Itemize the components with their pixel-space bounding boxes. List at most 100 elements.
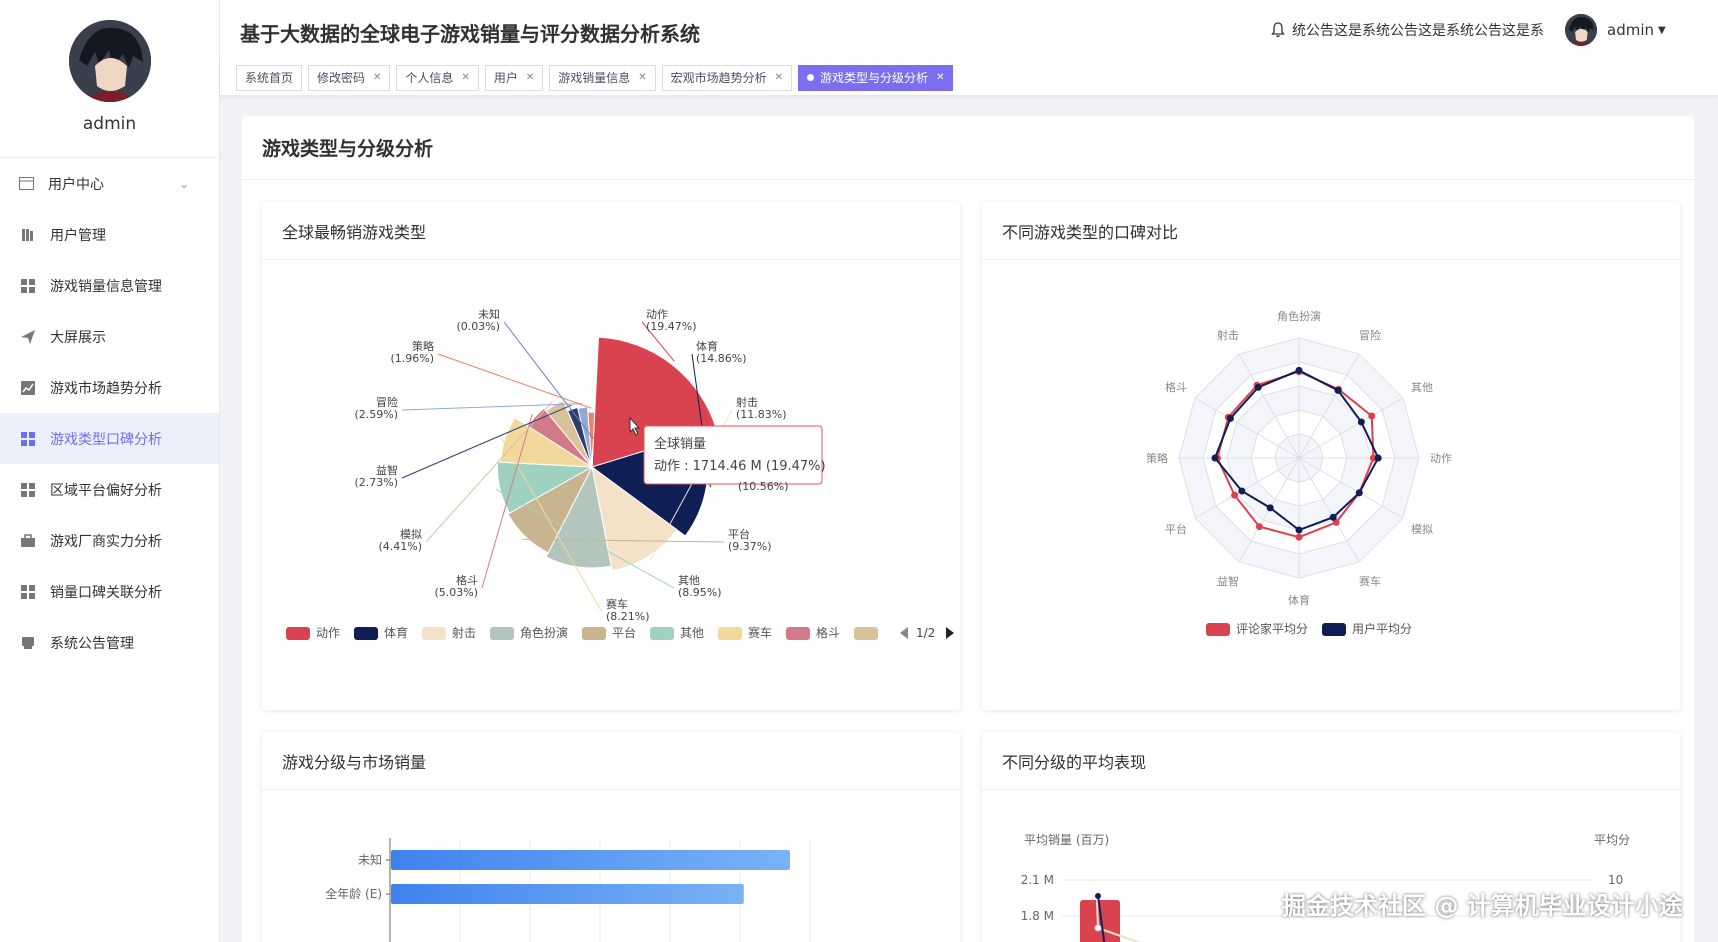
radar-point — [1374, 454, 1382, 462]
sidebar-item-notice-manage[interactable]: 系统公告管理 — [0, 617, 219, 668]
tab-profile[interactable]: 个人信息 ✕ — [396, 64, 479, 91]
combo-point — [1095, 893, 1101, 899]
tooltip-box — [643, 425, 823, 485]
radar-indicator-label: 射击 — [1217, 328, 1239, 342]
close-icon[interactable]: ✕ — [638, 72, 647, 83]
tab-users[interactable]: 用户 ✕ — [484, 64, 544, 91]
legend-swatch — [1206, 623, 1230, 636]
pie-label-percent: (19.47%) — [646, 320, 697, 333]
pie-label-percent: (8.95%) — [678, 586, 722, 599]
radar-indicator-label: 平台 — [1165, 522, 1187, 536]
radar-point — [1334, 386, 1342, 394]
pie-label-name: 格斗 — [456, 573, 478, 587]
radar-point — [1231, 491, 1239, 499]
legend-prev-icon — [900, 627, 908, 639]
tooltip-value: 动作 : 1714.46 M (19.47%) — [654, 459, 826, 474]
radar-indicator-label: 动作 — [1430, 452, 1452, 465]
sidebar-item-region-platform[interactable]: 区域平台偏好分析 — [0, 464, 219, 515]
legend-next-icon — [946, 627, 954, 639]
radar-point — [1369, 454, 1377, 462]
close-icon[interactable]: ✕ — [461, 72, 470, 83]
pie-slice — [591, 442, 594, 468]
avatar — [1565, 14, 1597, 46]
legend-swatch — [786, 627, 810, 640]
sidebar-item-user-manage[interactable]: 用户管理 — [0, 209, 219, 260]
card-title: 不同游戏类型的口碑对比 — [982, 202, 1680, 260]
radar-point — [1295, 526, 1303, 534]
pie-label-name: 冒险 — [376, 395, 398, 409]
pie-leader-line — [522, 538, 725, 543]
user-profile: admin — [0, 0, 219, 158]
avatar[interactable] — [68, 20, 151, 102]
radar-point — [1357, 418, 1365, 426]
active-dot-icon — [807, 74, 815, 81]
main-panel: 游戏类型与分级分析 全球最畅销游戏类型 动作 (19.47%) 体育 (14.86%)… — [242, 116, 1694, 942]
pie-label-name: 平台 — [728, 527, 750, 541]
printer-icon — [20, 635, 36, 651]
bar-category-label: 未知 — [358, 853, 382, 867]
card-title: 全球最畅销游戏类型 — [262, 202, 960, 260]
notice-marquee[interactable]: 统公告这是系统公告这是系统公告这是系 — [1270, 20, 1544, 40]
legend-item: 平台 — [612, 625, 636, 640]
pie-slice — [566, 406, 593, 468]
pie-label-percent: (2.73%) — [354, 476, 398, 489]
sidebar-item-genre-reputation[interactable]: 游戏类型口碑分析 — [0, 413, 219, 464]
radar-point — [1266, 504, 1274, 512]
pie-label-percent: (4.41%) — [378, 540, 422, 553]
tab-macro-trend[interactable]: 宏观市场趋势分析 ✕ — [661, 64, 793, 91]
bell-icon — [1271, 22, 1285, 38]
radar-point — [1329, 513, 1337, 521]
bar — [391, 884, 744, 904]
legend-swatch — [286, 627, 310, 640]
sidebar-item-label: 区域平台偏好分析 — [50, 482, 162, 499]
sidebar-item-label: 游戏类型口碑分析 — [50, 431, 162, 448]
sidebar-item-publisher[interactable]: 游戏厂商实力分析 — [0, 515, 219, 566]
pie-label-name: 策略 — [412, 339, 434, 353]
pie-label-percent: (11.83%) — [736, 408, 787, 421]
radar-axis — [1298, 457, 1360, 563]
close-icon[interactable]: ✕ — [525, 72, 535, 83]
radar-point — [1355, 489, 1363, 497]
tab-label: 修改密码 — [317, 71, 366, 85]
radar-point — [1332, 518, 1340, 526]
sidebar-item-market-trend[interactable]: 游戏市场趋势分析 — [0, 362, 219, 413]
tab-sales-info[interactable]: 游戏销量信息 ✕ — [549, 64, 656, 91]
tab-change-password[interactable]: 修改密码 ✕ — [308, 64, 391, 91]
radar-point — [1295, 366, 1303, 374]
profile-username: admin — [82, 114, 137, 134]
radar-axis — [1194, 397, 1300, 459]
sidebar-item-big-screen[interactable]: 大屏展示 — [0, 311, 219, 362]
radar-point — [1211, 454, 1219, 462]
pie-card: 全球最畅销游戏类型 动作 (19.47%) 体育 (14.86%) 射击 (11.83%)… — [262, 202, 960, 710]
legend-swatch — [354, 627, 378, 640]
tab-home[interactable]: 系统首页 — [236, 64, 303, 91]
sidebar-item-label: 大屏展示 — [50, 329, 106, 346]
pie-leader-line — [500, 437, 603, 613]
close-icon[interactable]: ✕ — [774, 72, 784, 83]
legend-item: 评论家平均分 — [1236, 621, 1308, 636]
sidebar-item-sales-manage[interactable]: 游戏销量信息管理 — [0, 260, 219, 311]
close-icon[interactable]: ✕ — [936, 72, 945, 83]
pie-slice — [545, 399, 593, 468]
radar-point — [1226, 414, 1234, 422]
tab-label: 个人信息 — [405, 71, 454, 85]
genre-pie-chart[interactable]: 动作(19.47%)体育(14.86%)射击(11.83%)平台(9.37%)其… — [262, 260, 960, 710]
close-icon[interactable]: ✕ — [373, 72, 382, 83]
pie-label-percent: (10.56%) — [738, 480, 789, 493]
sidebar-item-sales-reputation[interactable]: 销量口碑关联分析 — [0, 566, 219, 617]
user-dropdown[interactable]: admin ▼ — [1565, 14, 1666, 46]
notice-text: 统公告这是系统公告这是系统公告这是系 — [1292, 23, 1544, 39]
legend-item: 动作 — [316, 626, 340, 640]
radar-axis — [1194, 457, 1300, 519]
tab-genre-rating[interactable]: 游戏类型与分级分析 ✕ — [798, 64, 954, 91]
chart-icon — [20, 380, 36, 396]
legend-item: 赛车 — [748, 625, 772, 640]
axis-tick-left: 1.8 M — [1021, 909, 1054, 923]
sidebar-item-user-center[interactable]: 用户中心 ⌄ — [0, 158, 219, 209]
pie-leader-line — [641, 321, 675, 362]
watermark: 掘金技术社区 @ 计算机毕业设计小途 — [1282, 892, 1683, 920]
